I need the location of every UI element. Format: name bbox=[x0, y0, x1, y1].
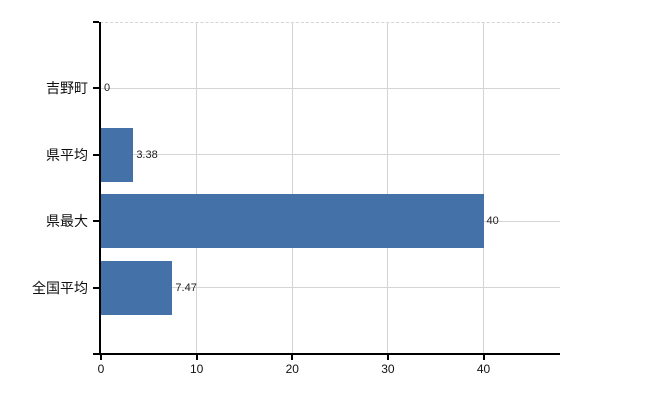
gridline-vertical bbox=[291, 22, 293, 354]
x-tick-label: 20 bbox=[285, 362, 299, 376]
y-axis-tick bbox=[93, 220, 99, 223]
gridline-vertical bbox=[196, 22, 198, 354]
gridline-horizontal bbox=[100, 87, 560, 89]
category-label: 県平均 bbox=[46, 146, 88, 163]
category-label: 県最大 bbox=[46, 213, 88, 230]
gridline-vertical bbox=[483, 22, 484, 354]
value-label: 0 bbox=[104, 82, 111, 95]
y-axis-tick bbox=[93, 286, 99, 289]
gridline-vertical bbox=[387, 22, 389, 354]
y-axis-tick bbox=[93, 87, 99, 90]
x-axis-tick bbox=[100, 355, 102, 360]
value-label: 40 bbox=[486, 215, 499, 228]
x-axis-tick bbox=[386, 355, 389, 360]
x-tick-label: 0 bbox=[97, 362, 105, 376]
bar[interactable] bbox=[101, 127, 134, 182]
bar[interactable] bbox=[101, 194, 484, 249]
gridline-horizontal bbox=[100, 287, 560, 289]
y-axis-tick bbox=[93, 153, 99, 156]
x-tick-label: 30 bbox=[381, 362, 395, 376]
gridline-horizontal bbox=[100, 154, 560, 156]
x-axis-tick bbox=[291, 355, 294, 360]
x-axis-tick bbox=[195, 355, 198, 360]
bar[interactable] bbox=[101, 260, 173, 315]
category-label: 全国平均 bbox=[32, 279, 88, 296]
x-tick-label: 40 bbox=[476, 362, 491, 376]
x-tick-label: 10 bbox=[189, 362, 204, 376]
x-axis-line bbox=[93, 353, 560, 355]
value-label: 3.38 bbox=[136, 148, 158, 161]
value-label: 7.47 bbox=[175, 281, 197, 294]
y-axis-tick bbox=[93, 21, 99, 23]
category-label: 吉野町 bbox=[46, 80, 88, 97]
x-axis-tick bbox=[482, 355, 485, 360]
y-axis-line bbox=[99, 22, 101, 355]
plot-top-border bbox=[100, 22, 560, 23]
